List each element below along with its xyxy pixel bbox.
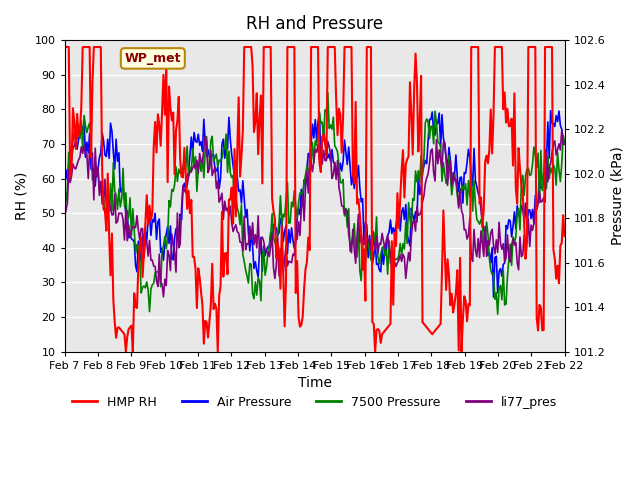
X-axis label: Time: Time [298, 376, 332, 390]
Legend: HMP RH, Air Pressure, 7500 Pressure, li77_pres: HMP RH, Air Pressure, 7500 Pressure, li7… [67, 391, 562, 414]
Text: WP_met: WP_met [125, 52, 181, 65]
Title: RH and Pressure: RH and Pressure [246, 15, 383, 33]
Y-axis label: Pressure (kPa): Pressure (kPa) [611, 146, 625, 245]
Y-axis label: RH (%): RH (%) [15, 172, 29, 220]
